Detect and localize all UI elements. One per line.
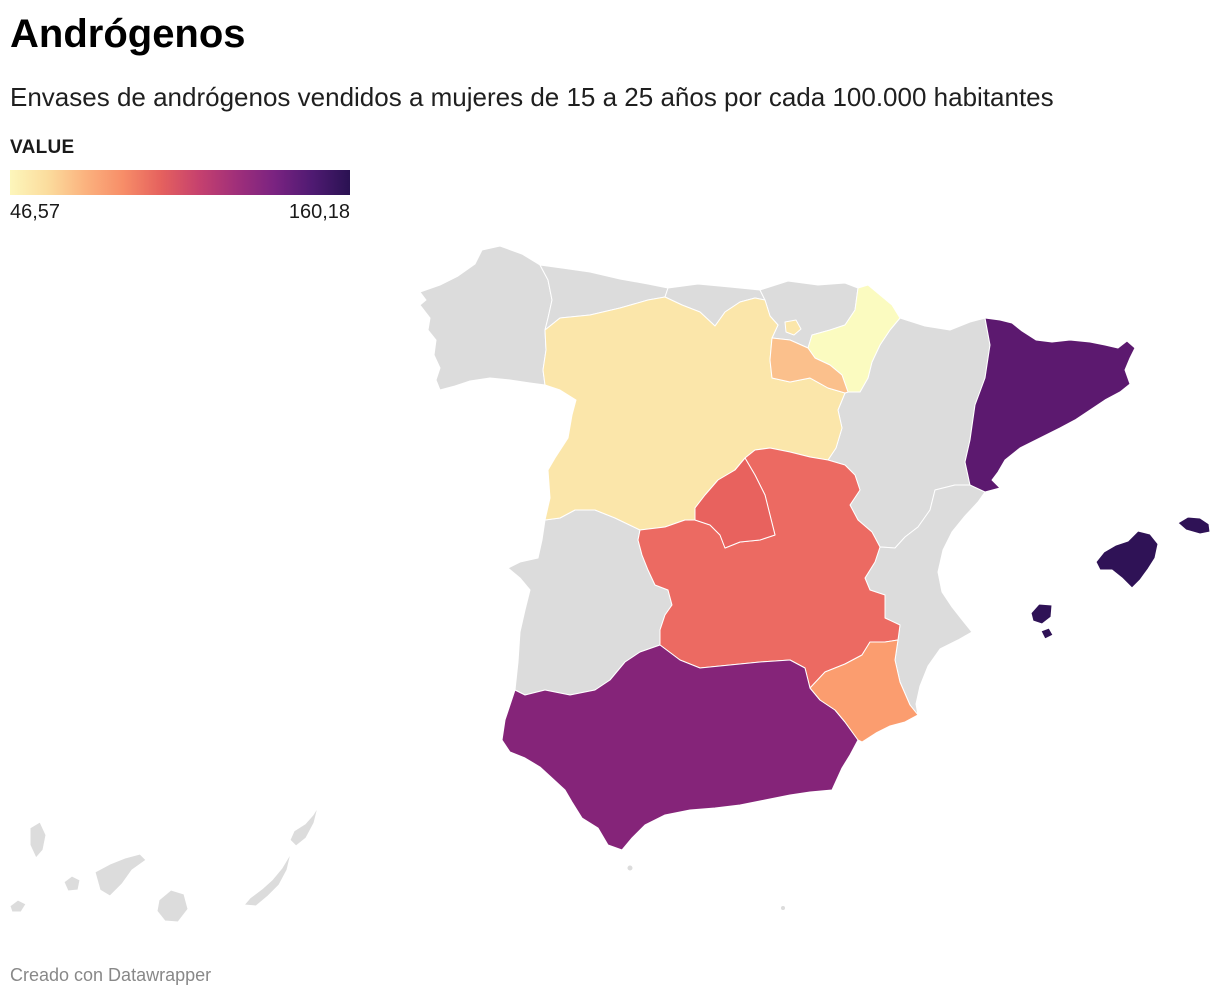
island-la-palma[interactable]	[29, 821, 47, 859]
region-galicia[interactable]	[419, 245, 553, 391]
legend-title: VALUE	[10, 137, 75, 158]
credit-link[interactable]: Creado con Datawrapper	[10, 965, 212, 985]
region-cataluna[interactable]	[964, 317, 1136, 493]
island-fuerteventura[interactable]	[243, 852, 292, 907]
region-baleares-menorca[interactable]	[1177, 516, 1211, 535]
region-andalucia[interactable]	[501, 644, 859, 851]
region-baleares-formentera[interactable]	[1040, 627, 1054, 640]
chart-subtitle: Envases de andrógenos vendidos a mujeres…	[10, 82, 1054, 112]
island-el-hierro[interactable]	[9, 899, 27, 913]
legend-labels: 46,57 160,18	[10, 199, 350, 225]
region-melilla[interactable]	[780, 905, 786, 911]
color-legend: VALUE 46,57 160,18	[10, 136, 350, 225]
region-ceuta[interactable]	[626, 864, 634, 872]
island-tenerife[interactable]	[94, 853, 147, 897]
island-la-gomera[interactable]	[63, 875, 81, 892]
legend-max-label: 160,18	[288, 201, 350, 223]
region-madrid[interactable]	[694, 457, 776, 549]
island-lanzarote[interactable]	[289, 806, 319, 847]
chart-title: Andrógenos	[10, 12, 246, 56]
legend-min-label: 46,57	[10, 201, 61, 223]
region-baleares-ibiza[interactable]	[1030, 603, 1053, 625]
region-murcia[interactable]	[809, 639, 919, 743]
island-gran-canaria[interactable]	[156, 889, 189, 923]
region-castilla-y-leon-enclave[interactable]	[784, 319, 802, 336]
region-baleares-mallorca[interactable]	[1095, 530, 1159, 589]
legend-gradient-bar	[10, 170, 350, 195]
region-canarias[interactable]	[9, 806, 319, 923]
region-la-rioja[interactable]	[769, 337, 849, 394]
